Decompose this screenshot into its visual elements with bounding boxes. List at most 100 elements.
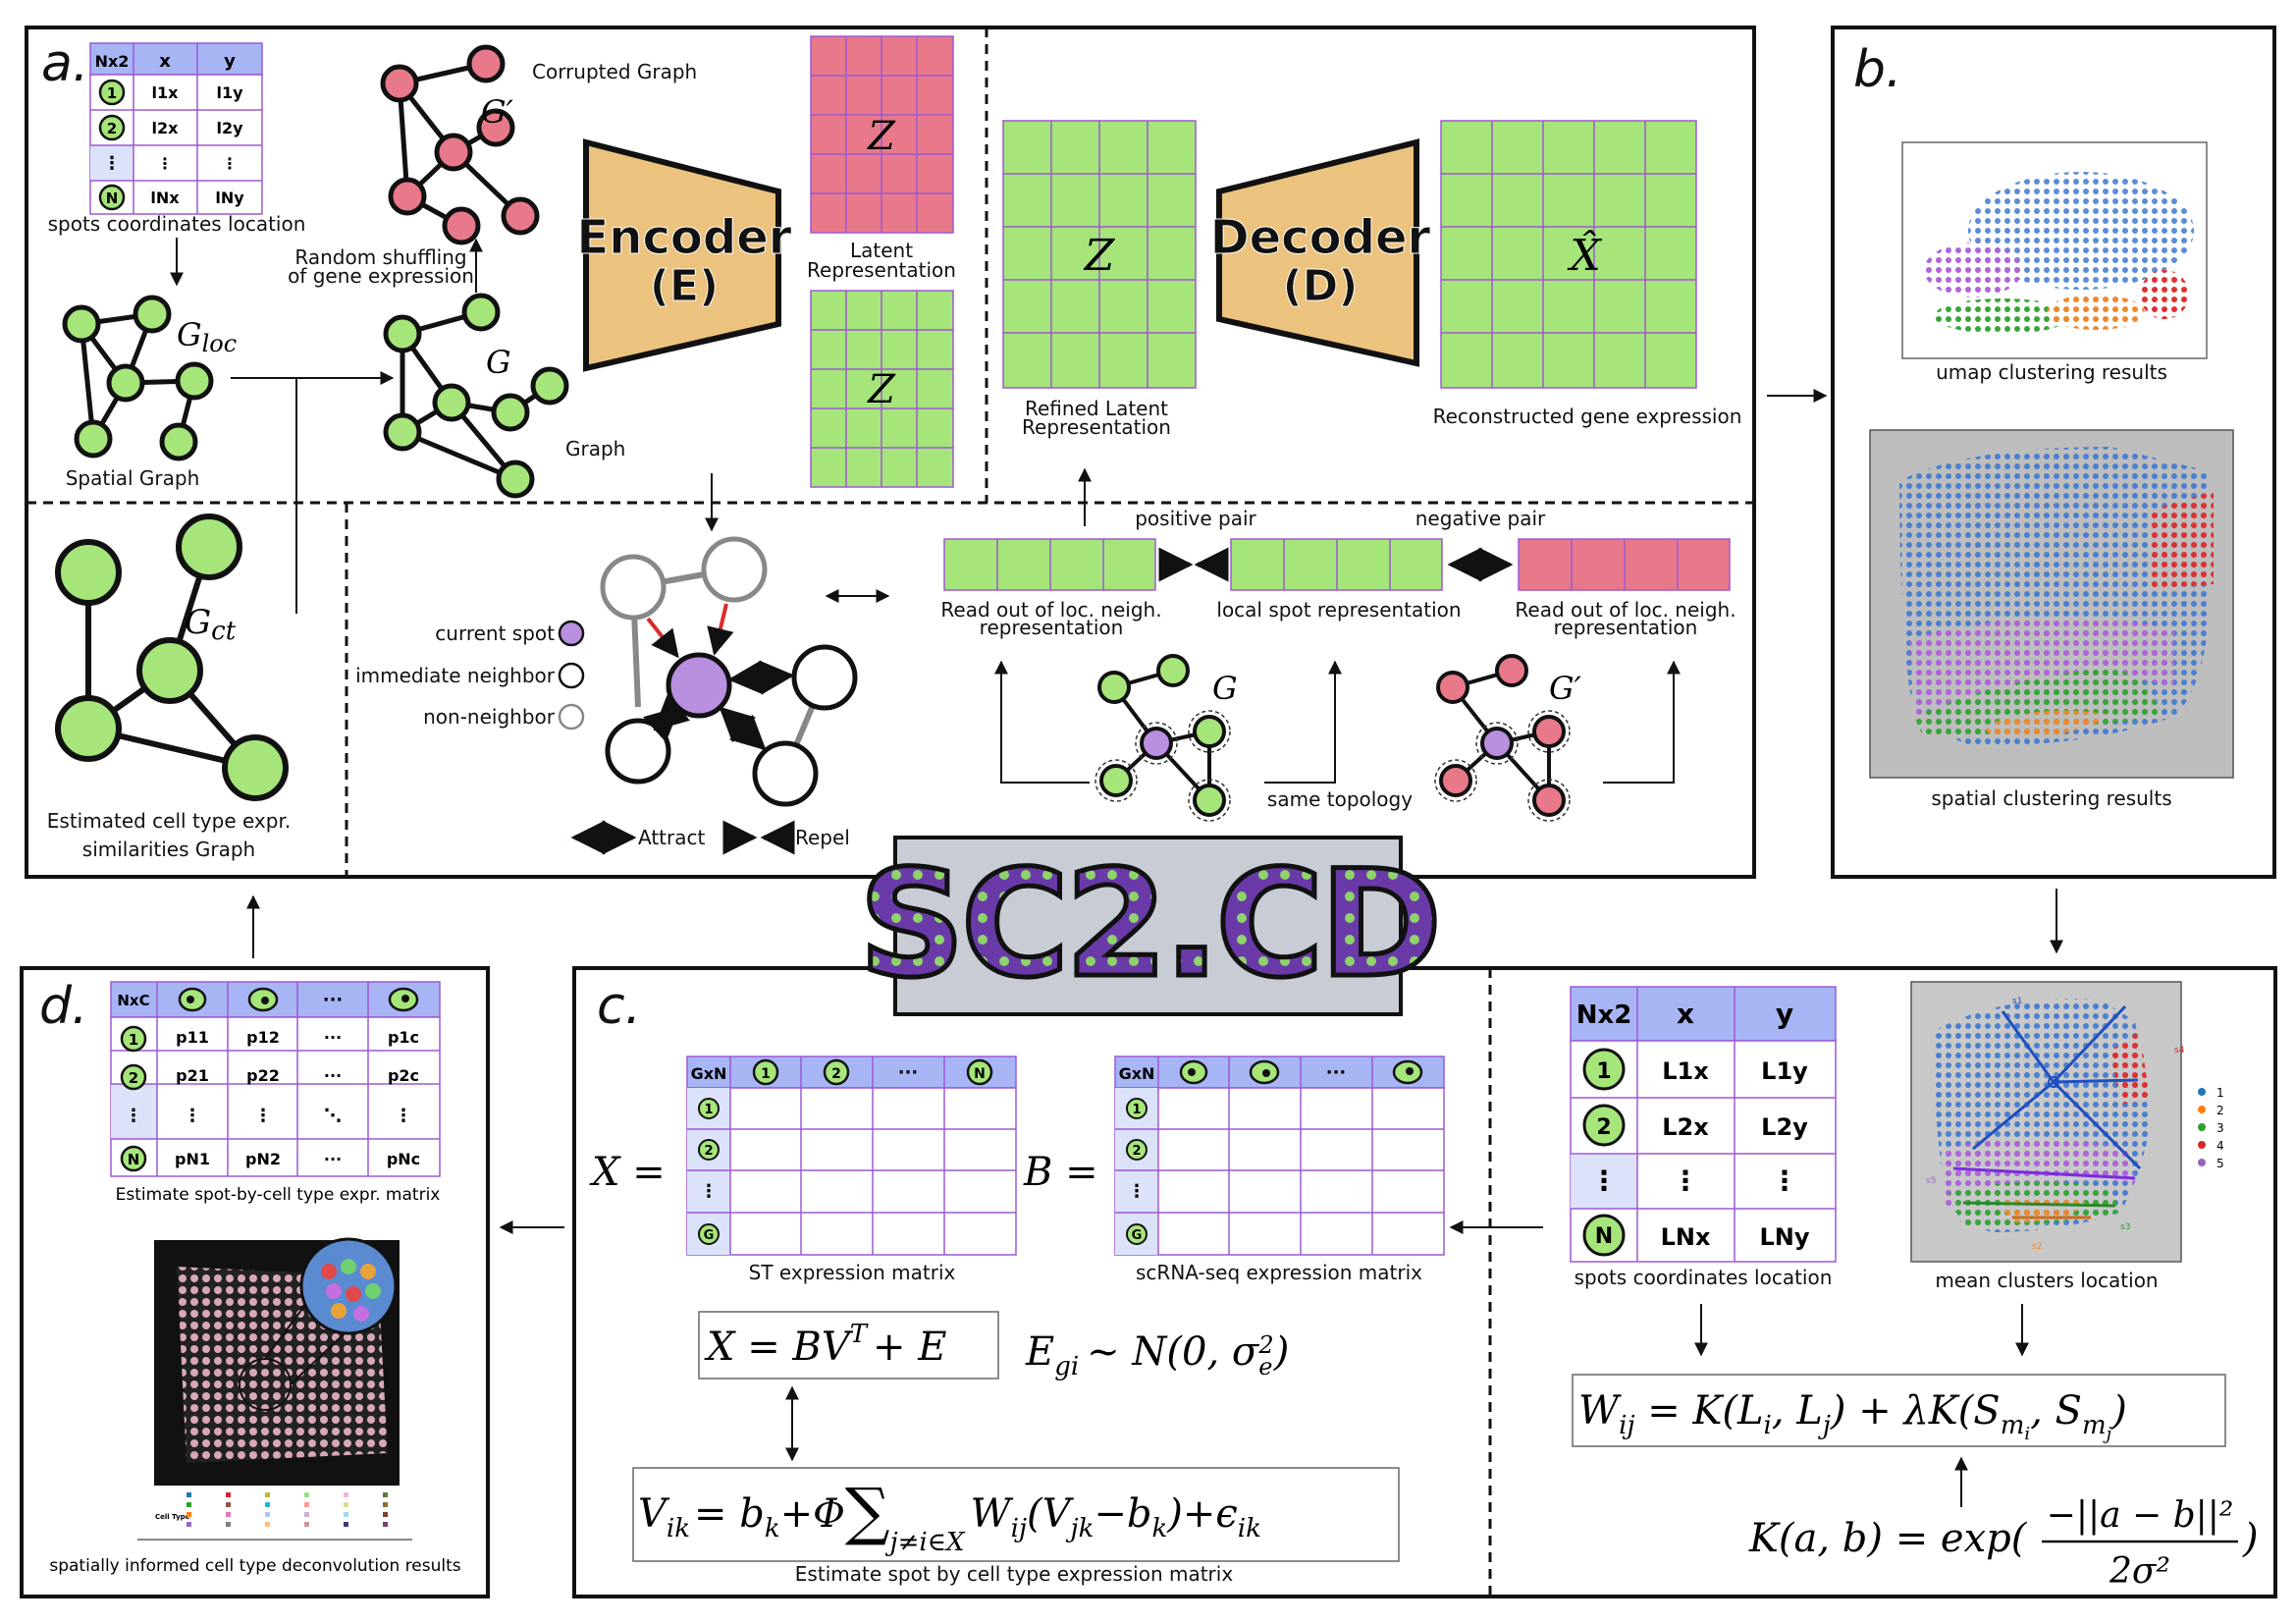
svg-text:Z: Z <box>866 114 896 159</box>
st-matrix-label: ST expression matrix <box>749 1261 956 1284</box>
svg-text:p22: p22 <box>246 1066 280 1085</box>
svg-text:Attract: Attract <box>638 826 705 849</box>
small-g-symbol: G <box>1212 670 1238 707</box>
car-equation: Vik = bk+Φ∑j≠i∈XWij(Vjk−bk)+ϵik <box>638 1476 1261 1557</box>
svg-text:2σ²: 2σ² <box>2109 1551 2170 1592</box>
svg-text:GxN: GxN <box>1119 1064 1155 1083</box>
svg-text:Z: Z <box>1083 231 1116 281</box>
spatial-label: spatial clustering results <box>1931 786 2171 810</box>
svg-text:2: 2 <box>129 1069 138 1087</box>
refined-label-1: Refined Latent <box>1025 397 1168 420</box>
panel-c-label: c. <box>597 977 641 1036</box>
reconstructed-x-hat: X̂ <box>1440 120 1697 389</box>
est-celltype-label-2: similarities Graph <box>82 838 255 861</box>
svg-text:2: 2 <box>1596 1115 1611 1140</box>
svg-text:p21: p21 <box>176 1066 209 1085</box>
svg-text:s5: s5 <box>1926 1176 1936 1186</box>
g-prime-symbol: G′ <box>481 93 514 131</box>
deconv-label: spatially informed cell type deconvoluti… <box>49 1556 460 1576</box>
spatial-cluster-map <box>1869 429 2234 779</box>
nxc-table: NxC ··· 1 2 ⋮ N p11 p12 ··· p1c p21 p22 … <box>110 981 441 1177</box>
shuffle-label-2: of gene expression <box>288 264 474 288</box>
svg-text:): ) <box>2242 1516 2259 1561</box>
local-spot-vector <box>1230 538 1443 591</box>
svg-text:Cell Type: Cell Type <box>155 1513 190 1521</box>
svg-text:current spot: current spot <box>435 622 555 645</box>
deconv-map <box>154 1237 400 1486</box>
svg-text:L2y: L2y <box>1761 1113 1808 1141</box>
spots-coords-label-c: spots coordinates location <box>1575 1266 1833 1289</box>
svg-text:y: y <box>224 51 236 72</box>
graph-g <box>383 293 569 499</box>
nxc-table-label: Estimate spot-by-cell type expr. matrix <box>116 1185 441 1205</box>
spots-coords-label-a: spots coordinates location <box>48 212 306 236</box>
svg-text:⋮: ⋮ <box>1672 1164 1699 1197</box>
svg-text:LNy: LNy <box>1759 1223 1809 1251</box>
svg-text:y: y <box>1776 998 1793 1030</box>
svg-text:4: 4 <box>2216 1139 2224 1153</box>
svg-text:p2c: p2c <box>388 1066 419 1085</box>
svg-text:L1y: L1y <box>1761 1057 1808 1085</box>
spatial-graph-label: Spatial Graph <box>66 466 200 490</box>
panel-c-frame <box>572 966 2277 1598</box>
svg-text:Repel: Repel <box>795 826 850 849</box>
svg-text:2: 2 <box>831 1066 841 1082</box>
small-g-prime-symbol: G′ <box>1549 670 1582 707</box>
svg-text:⋮: ⋮ <box>395 1106 412 1126</box>
decoder-block: Decoder (D) <box>1209 138 1431 367</box>
refined-label-2: Representation <box>1022 415 1171 439</box>
svg-text:···: ··· <box>324 1028 342 1047</box>
svg-text:s4: s4 <box>2174 1046 2185 1056</box>
latent-z-green: Z <box>810 290 954 488</box>
readout-label-2-neg: representation <box>1554 616 1698 639</box>
decoder-title: Decoder <box>1210 210 1431 265</box>
celltype-graph <box>55 514 289 801</box>
panel-a-frame <box>25 26 1756 879</box>
coords-table-a: Nx2 x y 1 2 ⋮ N l1x l1y l2x l2y ⋮ ⋮ lNx … <box>89 42 263 215</box>
svg-text:immediate neighbor: immediate neighbor <box>355 664 556 687</box>
svg-text:1: 1 <box>1132 1103 1141 1117</box>
graph-label: Graph <box>565 437 625 460</box>
svg-text:⋮: ⋮ <box>125 1106 142 1126</box>
small-graph-g-prime <box>1434 654 1571 822</box>
svg-text:NxC: NxC <box>117 992 149 1009</box>
svg-text:s3: s3 <box>2120 1222 2130 1232</box>
svg-text:l2x: l2x <box>152 119 180 137</box>
svg-text:N: N <box>128 1151 140 1168</box>
spatial-graph <box>62 295 214 461</box>
readout-vector-pos <box>943 538 1156 591</box>
svg-text:⋱: ⋱ <box>324 1106 342 1126</box>
svg-text:···: ··· <box>323 990 344 1010</box>
svg-text:1: 1 <box>107 84 117 102</box>
svg-text:LNx: LNx <box>1661 1223 1711 1251</box>
shuffle-label-1: Random shuffling <box>294 245 466 269</box>
svg-text:Nx2: Nx2 <box>1576 1001 1632 1030</box>
b-equals: B = <box>1023 1150 1098 1195</box>
readout-label-1-pos: Read out of loc. neigh. <box>940 598 1161 622</box>
scrna-matrix-label: scRNA-seq expression matrix <box>1136 1261 1422 1284</box>
svg-text:l1y: l1y <box>216 83 243 102</box>
svg-text:⋮: ⋮ <box>700 1181 718 1202</box>
panel-a-label: a. <box>41 34 88 93</box>
svg-text:Z: Z <box>866 367 896 412</box>
corrupted-graph <box>380 44 540 245</box>
svg-text:⋮: ⋮ <box>103 153 121 174</box>
svg-text:···: ··· <box>898 1062 919 1083</box>
same-topology-label: same topology <box>1267 787 1413 811</box>
svg-text:⋮: ⋮ <box>1771 1164 1798 1197</box>
svg-text:N: N <box>106 189 119 207</box>
svg-text:l1x: l1x <box>152 83 180 102</box>
readout-label-2-pos: representation <box>980 616 1124 639</box>
svg-text:⋮: ⋮ <box>157 154 173 173</box>
neighbor-diagram <box>600 536 858 807</box>
svg-text:G: G <box>704 1228 715 1243</box>
svg-text:1: 1 <box>761 1066 771 1082</box>
svg-text:2: 2 <box>2216 1104 2224 1117</box>
svg-text:−||a − b||²: −||a − b||² <box>2047 1495 2234 1536</box>
svg-text:K(a, b) = exp(: K(a, b) = exp( <box>1748 1516 2028 1561</box>
svg-text:pN2: pN2 <box>245 1150 281 1168</box>
svg-text:1: 1 <box>1596 1059 1611 1084</box>
svg-text:N: N <box>974 1066 986 1082</box>
readout-vector-neg <box>1518 538 1731 591</box>
